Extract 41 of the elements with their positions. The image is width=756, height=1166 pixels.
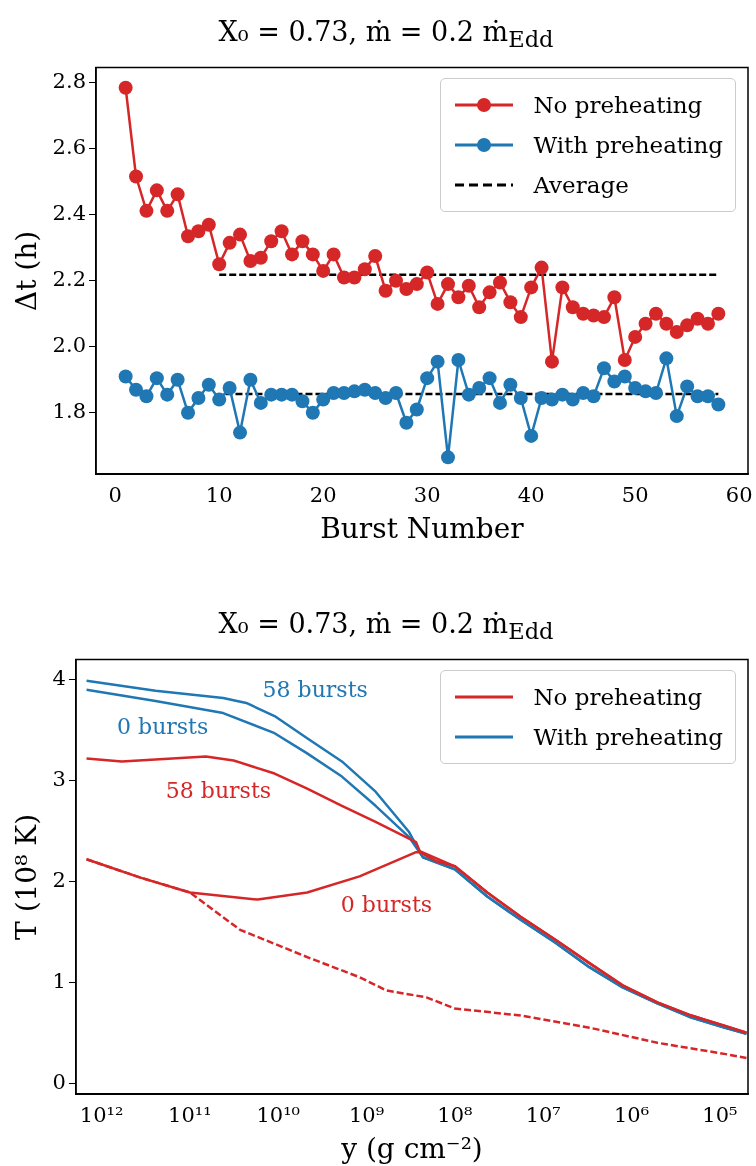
y-tick-label: 2.8 (52, 69, 86, 94)
x-axis-title: y (g cm⁻²) (340, 1132, 483, 1166)
x-axis-title: Burst Number (320, 512, 525, 546)
y-axis-title: Δt (h) (10, 230, 44, 312)
x-tick-label: 10¹¹ (168, 1103, 212, 1128)
y-tick-label: 2.2 (52, 267, 86, 292)
x-tick-label: 10⁵ (702, 1103, 738, 1128)
y-tick-label: 2.6 (52, 135, 86, 160)
x-tick-label: 40 (517, 483, 545, 508)
y-tick-label: 2.4 (52, 201, 86, 226)
y-tick-label: 1.8 (52, 399, 86, 424)
y-tick-label: 1 (52, 968, 66, 993)
legend-label: No preheating (533, 91, 703, 118)
x-tick-label: 50 (621, 483, 649, 508)
x-tick-label: 10⁷ (525, 1103, 561, 1128)
x-tick-label: 10 (205, 483, 233, 508)
annotation: 58 bursts (165, 777, 272, 803)
legend-label: No preheating (533, 683, 703, 710)
y-tick-label: 3 (52, 767, 66, 792)
annotation: 58 bursts (262, 676, 368, 702)
legend-label: Average (533, 171, 629, 198)
y-tick-label: 2.0 (52, 333, 86, 358)
chart-title: X₀ = 0.73, ṁ = 0.2 ṁ$_{Edd}$ (217, 15, 555, 53)
x-tick-label: 20 (309, 483, 337, 508)
x-tick-label: 30 (413, 483, 441, 508)
y-tick-label: 2 (52, 867, 66, 892)
y-axis-title: T (10⁸ K) (10, 813, 44, 940)
x-tick-label: 10⁹ (348, 1103, 385, 1128)
y-tick-label: 4 (52, 666, 66, 691)
x-tick-label: 10¹⁰ (256, 1103, 301, 1128)
x-tick-label: 10¹² (79, 1103, 124, 1128)
y-tick-label: 0 (52, 1069, 66, 1094)
chart-title: X₀ = 0.73, ṁ = 0.2 ṁ$_{Edd}$ (217, 607, 555, 645)
x-tick-label: 10⁶ (613, 1103, 650, 1128)
annotation: 0 bursts (340, 892, 433, 918)
annotation: 0 bursts (117, 713, 209, 739)
x-tick-label: 10⁸ (437, 1103, 473, 1128)
x-tick-label: 0 (108, 483, 122, 508)
x-tick-label: 60 (725, 483, 753, 508)
legend-label: With preheating (533, 723, 723, 750)
legend-label: With preheating (533, 131, 723, 158)
